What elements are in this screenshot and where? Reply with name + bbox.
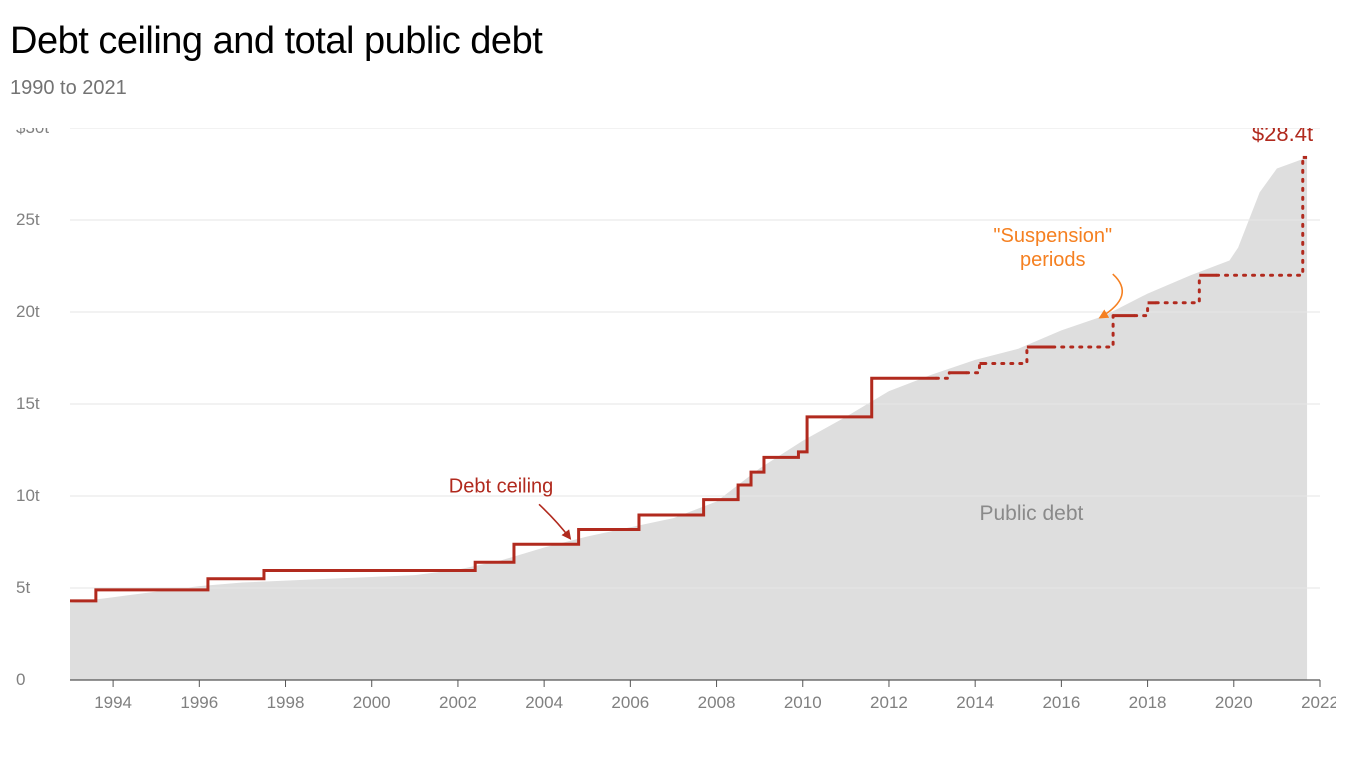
x-tick-label: 2020: [1215, 693, 1253, 712]
y-tick-label: 15t: [16, 394, 40, 413]
debt-ceiling-label: Debt ceiling: [449, 475, 554, 497]
chart-area: 0 5t 10t 15t 20t 25t $30t 1994 1996 1998 2000 2002 2…: [10, 128, 1336, 728]
x-tick-label: 2000: [353, 693, 391, 712]
y-tick-label: 20t: [16, 302, 40, 321]
x-tick-label: 2022: [1301, 693, 1336, 712]
chart-subtitle: 1990 to 2021: [10, 77, 1336, 100]
y-tick-label: $30t: [16, 128, 49, 137]
x-tick-label: 2002: [439, 693, 477, 712]
x-tick-label: 2012: [870, 693, 908, 712]
debt-ceiling-arrow: [539, 504, 570, 538]
x-tick-label: 2016: [1042, 693, 1080, 712]
final-value-label: $28.4t: [1252, 128, 1313, 146]
chart-title: Debt ceiling and total public debt: [10, 20, 1336, 63]
public-debt-area: [70, 157, 1307, 680]
x-tick-label: 1998: [267, 693, 305, 712]
x-tick-label: 2018: [1129, 693, 1167, 712]
x-tick-label: 2008: [698, 693, 736, 712]
y-tick-label: 0: [16, 670, 25, 689]
x-tick-label: 2014: [956, 693, 994, 712]
public-debt-label: Public debt: [979, 502, 1083, 525]
x-tick-label: 2006: [611, 693, 649, 712]
chart-svg: 0 5t 10t 15t 20t 25t $30t 1994 1996 1998 2000 2002 2…: [10, 128, 1336, 728]
x-tick-label: 1996: [180, 693, 218, 712]
x-tick-label: 2010: [784, 693, 822, 712]
y-tick-label: 10t: [16, 486, 40, 505]
x-tick-label: 2004: [525, 693, 563, 712]
y-tick-label: 25t: [16, 210, 40, 229]
x-tick-label: 1994: [94, 693, 132, 712]
y-tick-label: 5t: [16, 578, 30, 597]
suspension-label: "Suspension"periods: [993, 225, 1112, 271]
